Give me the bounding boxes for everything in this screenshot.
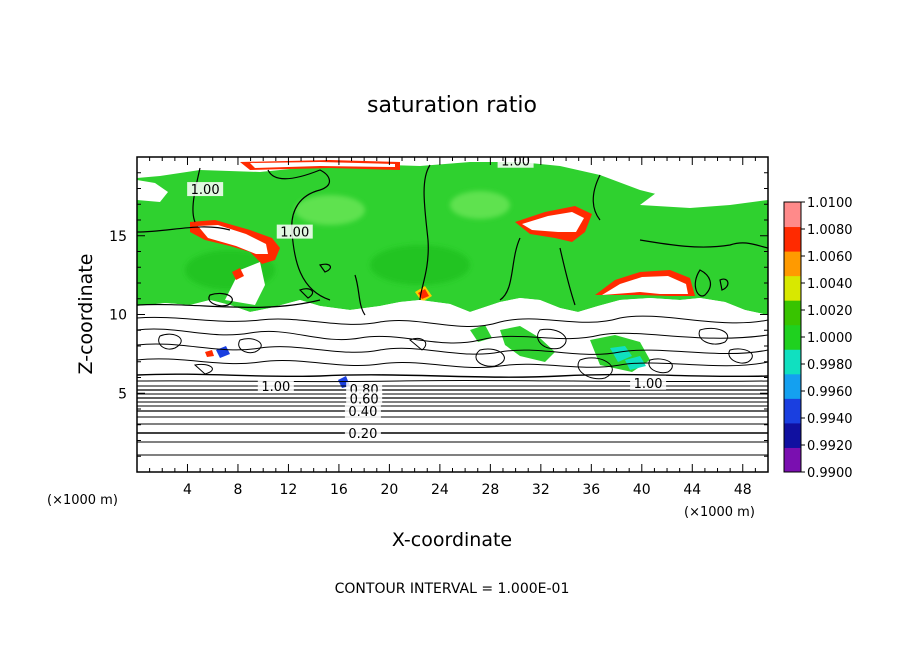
contour-label: 1.00 xyxy=(191,183,220,198)
chart-title: saturation ratio xyxy=(367,93,537,118)
colorbar-swatch xyxy=(784,398,801,424)
x-axis-label: X-coordinate xyxy=(392,529,512,551)
colorbar-tick-label: 1.0060 xyxy=(807,250,853,265)
contour-label-bg xyxy=(346,391,383,406)
contour-lines-upper xyxy=(137,164,768,316)
colorbar-tick-label: 1.0020 xyxy=(807,304,853,319)
colorbar-swatch xyxy=(784,226,801,252)
contour-lines-cloud xyxy=(137,315,768,380)
z-unit-label: (×1000 m) xyxy=(47,493,118,508)
y-axis-label: Z-coordinate xyxy=(75,254,97,375)
colorbar-tick-label: 0.9960 xyxy=(807,385,853,400)
x-tick-label: 20 xyxy=(380,482,398,498)
x-tick-label: 40 xyxy=(633,482,651,498)
x-tick-label: 8 xyxy=(233,482,242,498)
contour-label: 0.40 xyxy=(348,405,377,420)
colorbar-swatch xyxy=(784,300,801,326)
colorbar-swatch xyxy=(784,202,801,228)
x-unit-label: (×1000 m) xyxy=(684,505,755,520)
colorbar-swatch xyxy=(784,324,801,350)
y-tick-label: 15 xyxy=(109,229,127,245)
contour-label-bg xyxy=(276,224,313,239)
colorbar-tick-label: 1.0000 xyxy=(807,331,853,346)
contour-label: 1.00 xyxy=(280,226,309,241)
contour-label: 1.00 xyxy=(634,377,663,392)
white-patch-top-left xyxy=(137,180,168,202)
supersaturation-patches xyxy=(190,160,695,302)
colorbar-tick-label: 1.0080 xyxy=(807,223,853,238)
colorbar-swatch xyxy=(784,251,801,277)
contour-label-bg xyxy=(344,404,381,419)
contour-label-bg xyxy=(257,378,294,393)
colorbar-tick-label: 0.9920 xyxy=(807,439,853,454)
contour-label-bg xyxy=(187,182,224,197)
x-tick-label: 36 xyxy=(582,482,600,498)
colorbar-swatch xyxy=(784,422,801,448)
green-shade-patch xyxy=(450,191,510,219)
contour-label-layer: 1.001.001.001.00 1.000.800.600.400.20 xyxy=(187,155,667,442)
y-tick-label: 10 xyxy=(109,308,127,324)
colorbar-tick-label: 0.9900 xyxy=(807,466,853,481)
green-shade-patch xyxy=(295,195,365,225)
contour-label-bg xyxy=(630,375,667,390)
x-tick-label: 12 xyxy=(280,482,298,498)
colorbar-tick-label: 0.9940 xyxy=(807,412,853,427)
x-tick-label: 28 xyxy=(481,482,499,498)
x-tick-label: 16 xyxy=(330,482,348,498)
contour-label: 1.00 xyxy=(501,155,530,170)
plot-area: 1.001.001.001.00 1.000.800.600.400.20 xyxy=(137,155,768,472)
colorbar: 1.0100 1.0080 1.0060 1.0040 1.0020 1.0000 0.99… xyxy=(783,196,853,481)
contour-label: 0.20 xyxy=(348,427,377,442)
cloud-edge-patches xyxy=(205,262,650,388)
colorbar-swatch xyxy=(784,447,801,473)
colorbar-swatch xyxy=(784,275,801,301)
contour-label-bg xyxy=(344,426,381,441)
contour-interval-note: CONTOUR INTERVAL = 1.000E-01 xyxy=(335,581,570,597)
x-tick-label: 48 xyxy=(734,482,752,498)
contour-label: 0.60 xyxy=(350,393,379,408)
colorbar-tick-label: 1.0040 xyxy=(807,277,853,292)
colorbar-tick-label: 0.9980 xyxy=(807,358,853,373)
colorbar-swatch xyxy=(784,349,801,375)
x-tick-label: 4 xyxy=(183,482,192,498)
green-shade-patch xyxy=(370,245,470,285)
x-tick-label: 44 xyxy=(683,482,701,498)
contour-label: 1.00 xyxy=(261,380,290,395)
contour-label-bg xyxy=(497,157,534,168)
white-patch-top-right xyxy=(640,164,768,208)
x-axis: 4 8 12 16 20 24 28 32 36 40 44 48 xyxy=(149,157,756,498)
green-field-region xyxy=(137,162,768,315)
colorbar-swatch xyxy=(784,373,801,399)
y-axis: 5 10 15 xyxy=(109,172,768,457)
colorbar-tick-label: 1.0100 xyxy=(807,196,853,211)
x-tick-label: 24 xyxy=(431,482,449,498)
y-tick-label: 5 xyxy=(118,386,127,402)
x-tick-label: 32 xyxy=(532,482,550,498)
subsaturated-white-region xyxy=(137,298,768,472)
